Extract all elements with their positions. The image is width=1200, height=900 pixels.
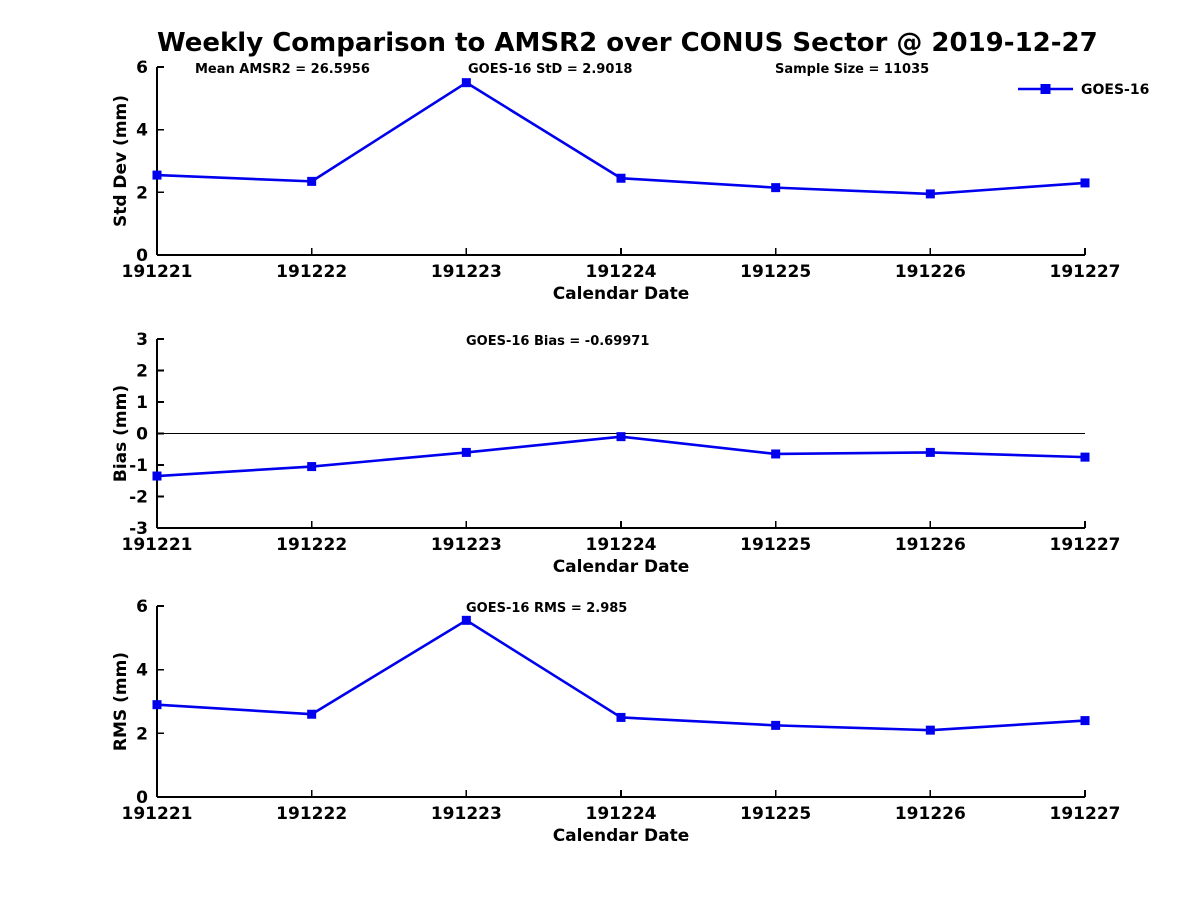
y-tick-label: -3 (129, 519, 148, 539)
y-tick-label: 6 (136, 597, 148, 617)
figure-title: Weekly Comparison to AMSR2 over CONUS Se… (157, 28, 1098, 58)
x-tick-label: 191226 (895, 262, 966, 282)
data-marker (307, 709, 317, 719)
data-marker (616, 173, 626, 183)
x-tick-label: 191225 (740, 262, 811, 282)
data-marker (616, 432, 626, 442)
x-tick-label: 191222 (276, 262, 347, 282)
data-marker (771, 720, 781, 730)
y-tick-label: 0 (136, 246, 148, 266)
data-marker (925, 725, 935, 735)
x-tick-label: 191223 (431, 804, 502, 824)
x-axis-label: Calendar Date (553, 284, 690, 304)
y-axis-label: Bias (mm) (111, 385, 131, 482)
x-tick-label: 191226 (895, 535, 966, 555)
y-tick-label: 3 (136, 330, 148, 350)
y-tick-label: 0 (136, 425, 148, 445)
x-tick-label: 191223 (431, 262, 502, 282)
data-marker (771, 183, 781, 193)
y-tick-label: 2 (136, 183, 148, 203)
y-tick-label: 4 (136, 121, 148, 141)
subplot-std-dev-mm: 0 2 4 6 191221 191222 191223 191224 191225 191226… (111, 58, 1149, 304)
y-tick-label: 2 (136, 362, 148, 382)
annotation: GOES-16 StD = 2.9018 (468, 62, 632, 77)
data-marker (1080, 452, 1090, 462)
data-marker (925, 189, 935, 199)
x-tick-label: 191226 (895, 804, 966, 824)
data-marker (461, 78, 471, 88)
subplot-rms-mm: 0 2 4 6 191221 191222 191223 191224 191225 191226… (111, 597, 1120, 846)
y-axis-label: RMS (mm) (111, 652, 131, 751)
y-tick-label: 0 (136, 788, 148, 808)
x-tick-label: 191222 (276, 804, 347, 824)
legend-label: GOES-16 (1081, 82, 1149, 98)
y-tick-label: -2 (129, 488, 148, 508)
data-marker (461, 447, 471, 457)
legend: GOES-16 (1018, 82, 1149, 98)
data-marker (1080, 178, 1090, 188)
annotation: Sample Size = 11035 (775, 62, 929, 77)
data-line (156, 435, 1086, 478)
x-tick-label: 191221 (122, 535, 193, 555)
x-tick-label: 191225 (740, 535, 811, 555)
data-marker (152, 700, 162, 710)
data-marker (152, 471, 162, 481)
annotation: GOES-16 RMS = 2.985 (466, 601, 627, 616)
x-tick-label: 191223 (431, 535, 502, 555)
data-marker (771, 449, 781, 459)
x-tick-label: 191221 (122, 262, 193, 282)
subplot-bias-mm: -3 -2 -1 0 1 2 3 191221 191222 191223 191224 191225… (111, 330, 1120, 577)
x-tick-label: 191227 (1050, 262, 1121, 282)
data-marker (307, 176, 317, 186)
y-tick-label: -1 (129, 456, 148, 476)
data-marker (925, 447, 935, 457)
data-marker (307, 462, 317, 472)
annotation: Mean AMSR2 = 26.5956 (195, 62, 370, 77)
data-marker (461, 615, 471, 625)
y-axis-label: Std Dev (mm) (111, 95, 131, 227)
legend-marker (1040, 84, 1051, 94)
y-tick-label: 4 (136, 661, 148, 681)
data-marker (152, 170, 162, 180)
x-tick-label: 191221 (122, 804, 193, 824)
x-tick-label: 191222 (276, 535, 347, 555)
y-tick-label: 6 (136, 58, 148, 78)
y-tick-label: 2 (136, 724, 148, 744)
x-tick-label: 191225 (740, 804, 811, 824)
x-tick-label: 191227 (1050, 804, 1121, 824)
annotation: GOES-16 Bias = -0.69971 (466, 334, 649, 349)
x-tick-label: 191224 (586, 535, 657, 555)
x-axis-label: Calendar Date (553, 557, 690, 577)
data-marker (616, 712, 626, 722)
x-tick-label: 191227 (1050, 535, 1121, 555)
data-marker (1080, 716, 1090, 726)
x-axis-label: Calendar Date (553, 826, 690, 846)
x-tick-label: 191224 (586, 804, 657, 824)
x-tick-label: 191224 (586, 262, 657, 282)
y-tick-label: 1 (136, 393, 148, 413)
